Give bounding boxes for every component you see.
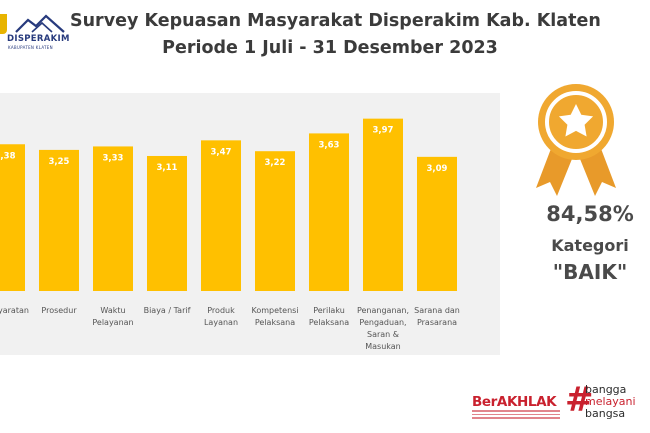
category-label-1-0: Prosedur bbox=[41, 306, 77, 315]
data-label-4: 3,47 bbox=[211, 147, 232, 157]
category-label-5-0: Kompetensi bbox=[251, 306, 298, 315]
bangga-melayani-bangsa-logo: bangga melayani bangsa bbox=[585, 384, 636, 420]
bar-2 bbox=[93, 146, 133, 291]
bmb-line-3: bangsa bbox=[585, 407, 626, 420]
data-label-1: 3,25 bbox=[49, 157, 70, 167]
bar-chart: 3,38 Persyaratan 3,25 Prosedur 3,33 Waktu Pela… bbox=[0, 118, 460, 351]
data-label-3: 3,11 bbox=[157, 163, 178, 173]
satisfaction-score: 84,58% bbox=[546, 202, 634, 226]
category-label-0-0: Persyaratan bbox=[0, 306, 29, 315]
klaten-emblem-icon bbox=[0, 14, 7, 34]
bar-7 bbox=[363, 118, 403, 291]
berakhlak-tagline-decoration bbox=[472, 410, 560, 419]
bar-8 bbox=[417, 156, 457, 291]
data-label-2: 3,33 bbox=[103, 153, 124, 163]
logo-subtitle: KABUPATEN KLATEN bbox=[8, 45, 53, 50]
data-label-6: 3,63 bbox=[319, 140, 340, 150]
category-label-4-0: Produk bbox=[207, 306, 235, 315]
category-label-4-1: Layanan bbox=[204, 318, 238, 327]
data-label-8: 3,09 bbox=[427, 164, 448, 174]
page-title: Survey Kepuasan Masyarakat Disperakim Ka… bbox=[70, 11, 601, 31]
logo-name: DISPERAKIM bbox=[7, 34, 70, 44]
category-label-8-1: Prasarana bbox=[417, 318, 457, 327]
bar-5 bbox=[255, 151, 295, 291]
data-label-5: 3,22 bbox=[265, 158, 286, 168]
data-label-7: 3,97 bbox=[373, 126, 394, 136]
category-label-6-0: Perilaku bbox=[313, 306, 345, 315]
hashtag-icon: # bbox=[565, 380, 594, 420]
category-label-7-0: Penanganan, bbox=[357, 306, 409, 315]
category-label-7-3: Masukan bbox=[365, 342, 401, 351]
bmb-line-1: bangga bbox=[585, 383, 627, 396]
bar-1 bbox=[39, 149, 79, 291]
house-roof-icon bbox=[15, 14, 65, 33]
category-label-5-1: Pelaksana bbox=[255, 318, 295, 327]
bar-4 bbox=[201, 140, 241, 291]
category-label-7-1: Pengaduan, bbox=[359, 318, 406, 327]
page-subtitle: Periode 1 Juli - 31 Desember 2023 bbox=[162, 38, 498, 58]
berakhlak-logo: BerAKHLAK bbox=[472, 394, 557, 410]
chart-background bbox=[0, 93, 500, 355]
bmb-line-2: melayani bbox=[585, 395, 636, 408]
category-label-7-2: Saran & bbox=[367, 330, 399, 339]
category-label: Kategori bbox=[551, 236, 629, 255]
category-value: "BAIK" bbox=[552, 260, 628, 284]
disperakim-logo: DISPERAKIM KABUPATEN KLATEN bbox=[0, 12, 72, 52]
bar-3 bbox=[147, 155, 187, 291]
category-label-3-0: Biaya / Tarif bbox=[144, 306, 191, 315]
category-label-2-0: Waktu bbox=[100, 306, 125, 315]
award-ribbon-star-icon bbox=[536, 84, 616, 196]
category-label-8-0: Sarana dan bbox=[414, 306, 460, 315]
bar-6 bbox=[309, 133, 349, 291]
category-label-6-1: Pelaksana bbox=[309, 318, 349, 327]
bar-0 bbox=[0, 144, 25, 291]
data-label-0: 3,38 bbox=[0, 151, 16, 161]
category-label-2-1: Pelayanan bbox=[92, 318, 133, 327]
